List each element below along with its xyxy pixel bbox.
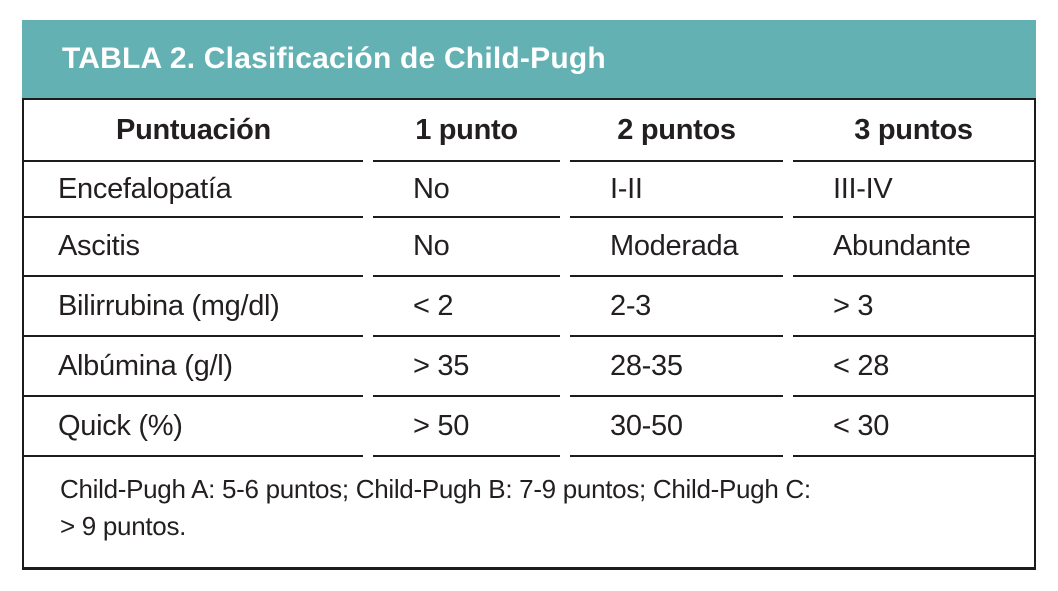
cell-quick-1punto: > 50 (373, 397, 560, 457)
cell-encefalopatia-3puntos: III-IV (793, 162, 1034, 218)
cell-quick-2puntos: 30-50 (570, 397, 783, 457)
cell-bilirrubina-2puntos: 2-3 (570, 277, 783, 337)
cell-albumina-3puntos: < 28 (793, 337, 1034, 397)
table-title-bar: TABLA 2. Clasificación de Child-Pugh (22, 20, 1036, 98)
row-label-albumina: Albúmina (g/l) (24, 337, 363, 397)
cell-encefalopatia-2puntos: I-II (570, 162, 783, 218)
cell-bilirrubina-1punto: < 2 (373, 277, 560, 337)
footnote-line-1: Child-Pugh A: 5-6 puntos; Child-Pugh B: … (60, 474, 811, 504)
cell-albumina-2puntos: 28-35 (570, 337, 783, 397)
row-label-bilirrubina: Bilirrubina (mg/dl) (24, 277, 363, 337)
cell-ascitis-2puntos: Moderada (570, 218, 783, 277)
table-title: TABLA 2. Clasificación de Child-Pugh (62, 42, 606, 75)
cell-ascitis-1punto: No (373, 218, 560, 277)
cell-bilirrubina-3puntos: > 3 (793, 277, 1034, 337)
cell-albumina-1punto: > 35 (373, 337, 560, 397)
row-label-quick: Quick (%) (24, 397, 363, 457)
column-header-3-puntos: 3 puntos (793, 100, 1034, 162)
cell-encefalopatia-1punto: No (373, 162, 560, 218)
row-label-ascitis: Ascitis (24, 218, 363, 277)
column-header-puntuacion: Puntuación (24, 100, 363, 162)
column-header-2-puntos: 2 puntos (570, 100, 783, 162)
footnote-line-2: > 9 puntos. (60, 511, 187, 541)
cell-ascitis-3puntos: Abundante (793, 218, 1034, 277)
table-grid: Puntuación 1 punto 2 puntos 3 puntos Enc… (24, 100, 1034, 567)
row-label-encefalopatia: Encefalopatía (24, 162, 363, 218)
child-pugh-table: Puntuación 1 punto 2 puntos 3 puntos Enc… (22, 98, 1036, 570)
cell-quick-3puntos: < 30 (793, 397, 1034, 457)
table-footnote: Child-Pugh A: 5-6 puntos; Child-Pugh B: … (24, 457, 1034, 567)
column-header-1-punto: 1 punto (373, 100, 560, 162)
